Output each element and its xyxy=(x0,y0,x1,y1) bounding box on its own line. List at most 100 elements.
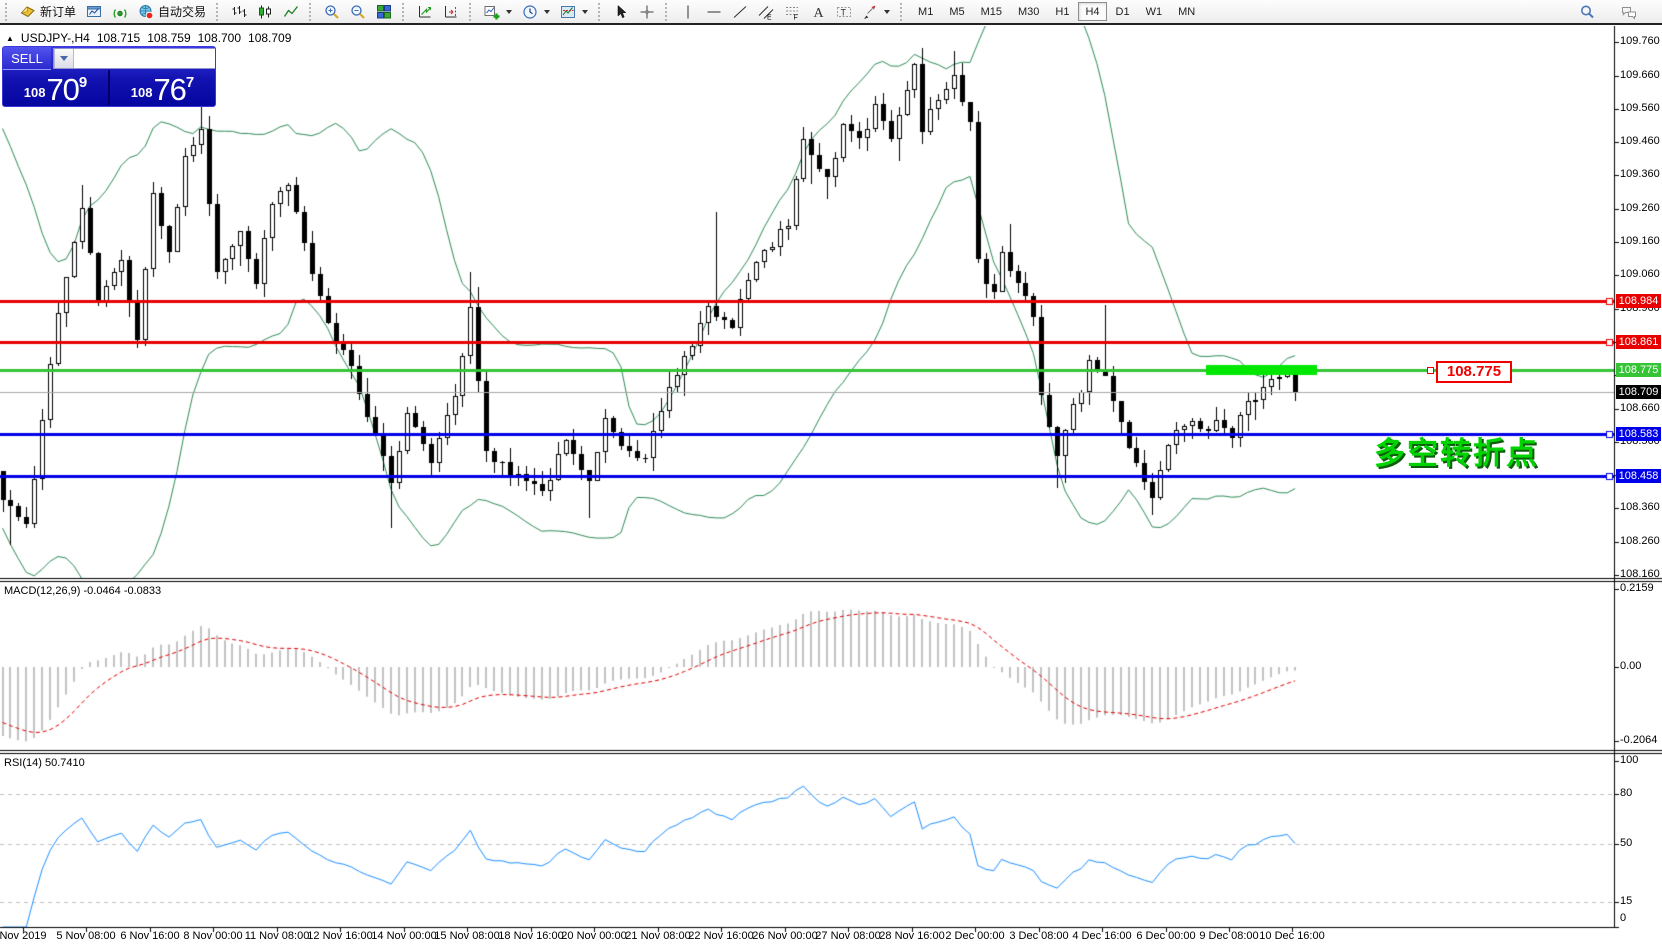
text-button[interactable]: A xyxy=(805,1,831,22)
periods-icon xyxy=(522,4,538,20)
toolbar-button-label: 自动交易 xyxy=(158,5,207,19)
volume-down-button[interactable] xyxy=(54,49,74,68)
arrows-icon xyxy=(862,4,878,20)
charts-window-button[interactable] xyxy=(81,1,107,22)
zoom-out-button[interactable] xyxy=(345,1,371,22)
channel-icon: E xyxy=(758,4,774,20)
fibonacci-icon: F xyxy=(784,4,800,20)
crosshair-button[interactable] xyxy=(634,1,660,22)
timeframe-h1-button[interactable]: H1 xyxy=(1048,2,1076,21)
date-axis-label: 10 Dec 16:00 xyxy=(1259,930,1325,942)
signal-icon xyxy=(112,4,128,20)
search-icon xyxy=(1579,4,1595,20)
sell-price[interactable]: 108 70 9 xyxy=(3,70,108,105)
rsi-value: 50.7410 xyxy=(44,757,85,769)
chart-canvas[interactable] xyxy=(0,26,1662,945)
svg-text:A: A xyxy=(814,6,825,20)
symbol-ohlc-bar: ▲ USDJPY-,H4 108.715 108.759 108.700 108… xyxy=(6,31,291,45)
volume-input[interactable] xyxy=(74,49,215,68)
toolbar: 新订单 自动交易 E F A T M1 M5 M15 M30 H1 H4 D1 W1 MN xyxy=(0,0,1662,25)
date-axis-label: 5 Nov 08:00 xyxy=(56,930,116,942)
timeframe-m15-button[interactable]: M15 xyxy=(974,2,1009,21)
price-divider xyxy=(108,70,110,105)
sell-price-sup: 9 xyxy=(78,74,88,91)
zoom-in-button[interactable] xyxy=(319,1,345,22)
rsi-axis-label: 80 xyxy=(1620,787,1633,800)
label-button[interactable]: T xyxy=(831,1,857,22)
macd-indicator-label: MACD(12,26,9) -0.0464 -0.0833 xyxy=(4,585,161,597)
charts-window-icon xyxy=(86,4,102,20)
price-level-badge: 108.775 xyxy=(1616,363,1661,378)
periods-button[interactable] xyxy=(517,1,555,22)
chat-button[interactable] xyxy=(1616,1,1642,22)
cursor-button[interactable] xyxy=(608,1,634,22)
timeframe-m1-button[interactable]: M1 xyxy=(911,2,940,21)
chevron-down-icon xyxy=(884,9,891,14)
chart-shift-button[interactable] xyxy=(438,1,464,22)
auto-scroll-icon xyxy=(417,4,433,20)
timeframe-mn-button[interactable]: MN xyxy=(1171,2,1202,21)
vertical-line-button[interactable] xyxy=(675,1,701,22)
arrows-button[interactable] xyxy=(857,1,895,22)
toolbar-grip xyxy=(598,2,604,21)
signal-button[interactable] xyxy=(107,1,133,22)
timeframe-m30-button[interactable]: M30 xyxy=(1011,2,1046,21)
ohlc-open: 108.715 xyxy=(96,31,141,45)
price-level-badge: 108.583 xyxy=(1616,427,1661,442)
auto-scroll-button[interactable] xyxy=(412,1,438,22)
new-order-button[interactable]: 新订单 xyxy=(15,1,81,22)
date-axis-label: 15 Nov 08:00 xyxy=(434,930,500,942)
rsi-axis-label: 100 xyxy=(1620,754,1639,766)
date-axis-label: 22 Nov 16:00 xyxy=(688,930,754,942)
autotrade-icon xyxy=(138,4,154,20)
trendline-button[interactable] xyxy=(727,1,753,22)
tile-windows-icon xyxy=(376,4,392,20)
price-axis-label: 109.360 xyxy=(1620,168,1660,181)
bar-chart-button[interactable] xyxy=(226,1,252,22)
date-axis-label: 3 Dec 08:00 xyxy=(1009,930,1069,942)
fibonacci-button[interactable]: F xyxy=(779,1,805,22)
svg-text:F: F xyxy=(794,14,798,20)
buy-price[interactable]: 108 76 7 xyxy=(110,70,215,105)
horizontal-line-button[interactable] xyxy=(701,1,727,22)
new-chart-icon xyxy=(484,4,500,20)
sell-button[interactable]: SELL xyxy=(3,47,51,70)
search-button[interactable] xyxy=(1574,1,1600,22)
price-axis-label: 108.660 xyxy=(1620,401,1660,414)
buy-price-big: 76 xyxy=(153,71,186,107)
candle-chart-button[interactable] xyxy=(252,1,278,22)
horizontal-line-icon xyxy=(706,4,722,20)
price-level-badge: 108.984 xyxy=(1616,293,1661,308)
toolbar-grip xyxy=(402,2,408,21)
chat-icon xyxy=(1621,4,1637,20)
zoom-out-icon xyxy=(350,4,366,20)
price-callout[interactable]: 108.775 xyxy=(1436,361,1512,383)
template-button[interactable] xyxy=(555,1,593,22)
price-level-badge: 108.709 xyxy=(1616,385,1661,400)
channel-button[interactable]: E xyxy=(753,1,779,22)
rsi-indicator-label: RSI(14) 50.7410 xyxy=(4,757,85,769)
date-axis-label: 4 Dec 16:00 xyxy=(1072,930,1132,942)
toolbar-grip xyxy=(216,2,222,21)
price-axis-label: 109.160 xyxy=(1620,235,1660,248)
crosshair-icon xyxy=(639,4,655,20)
date-axis-label: 28 Nov 16:00 xyxy=(879,930,945,942)
timeframe-h4-button[interactable]: H4 xyxy=(1078,2,1107,21)
macd-name: MACD(12,26,9) xyxy=(4,585,81,597)
timeframe-m5-button[interactable]: M5 xyxy=(942,2,971,21)
price-axis-label: 108.160 xyxy=(1620,568,1660,580)
line-chart-button[interactable] xyxy=(278,1,304,22)
toolbar-grip xyxy=(900,2,906,21)
date-axis-label: Nov 2019 xyxy=(0,930,47,942)
price-axis-label: 109.460 xyxy=(1620,135,1660,148)
timeframe-w1-button[interactable]: W1 xyxy=(1139,2,1170,21)
price-level-badge: 108.458 xyxy=(1616,468,1661,483)
new-chart-button[interactable] xyxy=(479,1,517,22)
tile-windows-button[interactable] xyxy=(371,1,397,22)
toolbar-grip xyxy=(469,2,475,21)
bar-chart-icon xyxy=(231,4,247,20)
autotrade-button[interactable]: 自动交易 xyxy=(133,1,211,22)
timeframe-d1-button[interactable]: D1 xyxy=(1109,2,1137,21)
date-axis-label: 9 Dec 08:00 xyxy=(1199,930,1259,942)
